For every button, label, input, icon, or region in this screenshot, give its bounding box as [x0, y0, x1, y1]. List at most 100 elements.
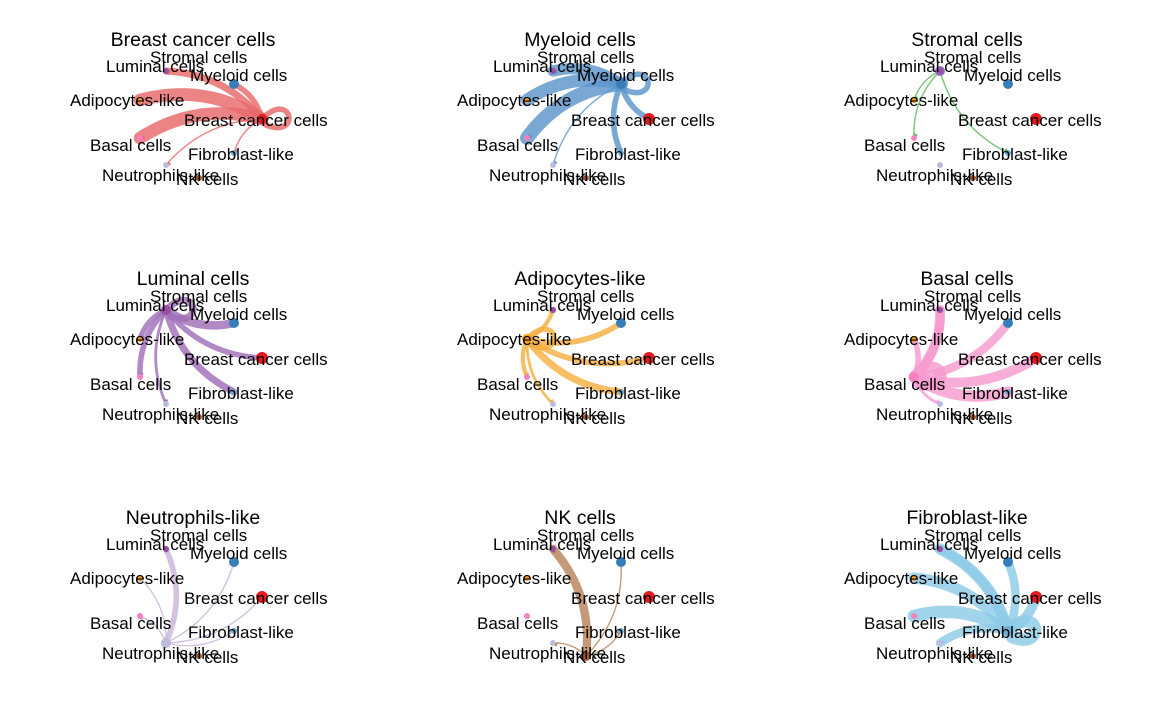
node-luminal	[163, 68, 169, 74]
node-label-basal: Basal cells	[864, 136, 945, 155]
panel-title: Neutrophils-like	[126, 507, 260, 529]
node-neutro	[550, 640, 556, 646]
node-breast	[643, 352, 655, 364]
node-neutro	[550, 401, 556, 407]
node-luminal	[937, 68, 943, 74]
node-adipo	[911, 575, 917, 581]
edge-breast-to-breast	[259, 106, 292, 131]
node-label-nk: NK cells	[563, 409, 625, 428]
node-label-breast: Breast cancer cells	[184, 350, 328, 369]
edge-fibro-to-fibro	[1001, 615, 1042, 646]
node-myeloid	[1003, 318, 1013, 328]
node-label-myeloid: Myeloid cells	[577, 305, 674, 324]
edge-myeloid-to-myeloid	[618, 71, 651, 96]
panel-title: Myeloid cells	[524, 29, 636, 51]
node-fibro	[231, 389, 237, 395]
node-label-fibro: Fibroblast-like	[575, 384, 681, 403]
node-breast	[643, 591, 655, 603]
node-label-nk: NK cells	[563, 170, 625, 189]
edge-breast-to-basal	[133, 107, 269, 145]
node-adipo	[522, 334, 532, 344]
node-fibro	[618, 389, 624, 395]
node-label-adipo: Adipocytes-like	[844, 91, 958, 110]
node-myeloid	[1003, 557, 1013, 567]
node-label-myeloid: Myeloid cells	[964, 305, 1061, 324]
node-label-stromal: Stromal cells	[924, 526, 1021, 545]
edge-neutro-to-adipo	[139, 577, 167, 644]
node-myeloid	[616, 318, 626, 328]
node-label-basal: Basal cells	[90, 375, 171, 394]
edge-myeloid-to-neutro	[552, 83, 622, 166]
node-breast	[1030, 352, 1042, 364]
node-fibro	[618, 150, 624, 156]
node-label-neutro: Neutrophils-like	[876, 166, 993, 185]
node-label-basal: Basal cells	[90, 614, 171, 633]
edge-luminal-to-neutro	[154, 308, 168, 406]
node-label-myeloid: Myeloid cells	[190, 305, 287, 324]
node-label-neutro: Neutrophils-like	[489, 166, 606, 185]
edge-myeloid-to-fibro	[610, 81, 624, 156]
node-myeloid	[229, 557, 239, 567]
node-luminal	[161, 305, 171, 315]
node-label-nk: NK cells	[950, 170, 1012, 189]
node-neutro	[163, 401, 169, 407]
node-label-basal: Basal cells	[477, 136, 558, 155]
node-label-nk: NK cells	[176, 409, 238, 428]
node-basal	[524, 135, 530, 141]
node-label-fibro: Fibroblast-like	[962, 384, 1068, 403]
node-adipo	[137, 575, 143, 581]
node-breast	[643, 113, 655, 125]
edge-adipo-to-myeloid	[524, 320, 624, 346]
node-adipo	[524, 575, 530, 581]
node-neutro	[937, 401, 943, 407]
node-neutro	[937, 640, 943, 646]
node-label-breast: Breast cancer cells	[958, 350, 1102, 369]
node-label-stromal: Stromal cells	[150, 287, 247, 306]
node-label-nk: NK cells	[176, 648, 238, 667]
node-label-myeloid: Myeloid cells	[190, 544, 287, 563]
panel-title: NK cells	[544, 507, 616, 529]
node-label-neutro: Neutrophils-like	[102, 644, 219, 663]
node-label-neutro: Neutrophils-like	[489, 405, 606, 424]
node-breast	[1030, 591, 1042, 603]
panel-title: Fibroblast-like	[906, 507, 1027, 529]
node-nk	[583, 175, 589, 181]
panel-title: Luminal cells	[137, 268, 250, 290]
node-label-fibro: Fibroblast-like	[575, 145, 681, 164]
node-neutro	[550, 162, 556, 168]
node-label-luminal: Luminal cells	[880, 296, 978, 315]
edge-neutro-to-breast	[165, 596, 263, 644]
node-label-stromal: Stromal cells	[537, 526, 634, 545]
node-label-fibro: Fibroblast-like	[962, 623, 1068, 642]
node-label-luminal: Luminal cells	[106, 57, 204, 76]
node-label-fibro: Fibroblast-like	[575, 623, 681, 642]
node-basal	[911, 613, 917, 619]
node-label-basal: Basal cells	[90, 136, 171, 155]
edge-luminal-to-luminal	[162, 296, 197, 322]
edge-neutro-to-myeloid	[165, 561, 235, 644]
node-basal	[524, 613, 530, 619]
node-label-adipo: Adipocytes-like	[844, 569, 958, 588]
node-label-stromal: Stromal cells	[150, 526, 247, 545]
edge-nk-to-luminal	[548, 544, 592, 661]
node-label-adipo: Adipocytes-like	[70, 91, 184, 110]
edge-neutro-to-luminal	[163, 546, 180, 646]
edge-luminal-to-basal	[137, 307, 169, 380]
node-nk	[196, 653, 202, 659]
panel-title: Breast cancer cells	[111, 29, 276, 51]
node-nk	[583, 414, 589, 420]
node-label-breast: Breast cancer cells	[184, 111, 328, 130]
edge-myeloid-to-basal	[520, 77, 628, 145]
edge-stromal-to-fibro	[939, 70, 1009, 154]
node-neutro	[161, 638, 171, 648]
node-adipo	[911, 97, 917, 103]
node-breast	[256, 352, 268, 364]
node-fibro	[1003, 626, 1013, 636]
node-adipo	[911, 336, 917, 342]
node-nk	[196, 414, 202, 420]
node-myeloid	[229, 79, 239, 89]
node-nk	[970, 653, 976, 659]
